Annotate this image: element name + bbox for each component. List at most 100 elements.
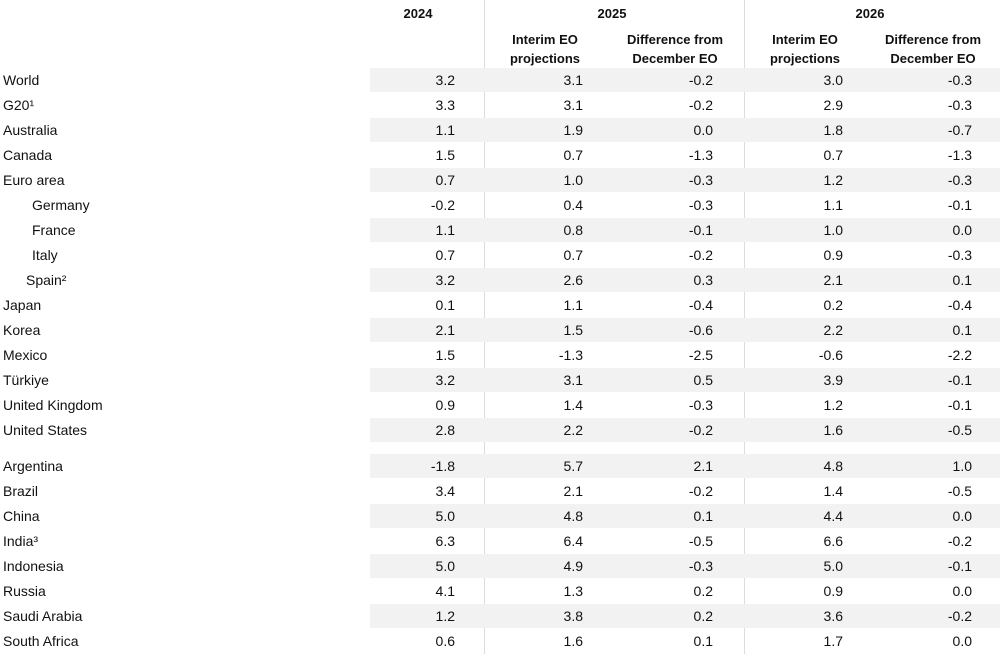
row-label: South Africa [3, 633, 79, 649]
row-label: Indonesia [3, 558, 64, 574]
value-cell: 1.3 [563, 583, 583, 599]
value-cell: 1.4 [823, 483, 843, 499]
row-shading [370, 504, 1000, 528]
value-cell: 3.2 [435, 272, 455, 288]
value-cell: -0.7 [947, 122, 972, 138]
value-cell: -0.2 [947, 533, 972, 549]
value-cell: 0.3 [693, 272, 713, 288]
row-label: G20¹ [3, 97, 35, 113]
value-cell: 1.6 [563, 633, 583, 649]
column-header: Difference from December EO [884, 32, 982, 66]
value-cell: 3.4 [435, 483, 455, 499]
year-header: 2025 [597, 6, 627, 21]
value-cell: -1.3 [688, 147, 713, 163]
row-shading [370, 268, 1000, 292]
value-cell: -0.5 [688, 533, 713, 549]
value-cell: 3.1 [563, 72, 583, 88]
value-cell: 0.6 [435, 633, 455, 649]
value-cell: 3.1 [563, 97, 583, 113]
row-shading [370, 554, 1000, 578]
value-cell: 5.0 [435, 508, 455, 524]
value-cell: 0.0 [693, 122, 713, 138]
value-cell: 1.5 [435, 147, 455, 163]
row-label: United Kingdom [3, 397, 103, 413]
row-label: Russia [3, 583, 46, 599]
value-cell: 1.0 [952, 458, 972, 474]
value-cell: 2.2 [823, 322, 843, 338]
row-label: India³ [3, 533, 39, 549]
value-cell: 4.1 [435, 583, 455, 599]
value-cell: -2.2 [947, 347, 972, 363]
value-cell: -0.3 [947, 97, 972, 113]
value-cell: -0.2 [430, 197, 455, 213]
value-cell: -1.8 [430, 458, 455, 474]
value-cell: -0.2 [947, 608, 972, 624]
value-cell: -0.2 [688, 72, 713, 88]
value-cell: 5.0 [823, 558, 843, 574]
row-shading [370, 418, 1000, 442]
value-cell: 4.8 [563, 508, 583, 524]
value-cell: -0.6 [818, 347, 843, 363]
value-cell: 0.1 [435, 297, 455, 313]
value-cell: 4.9 [563, 558, 583, 574]
value-cell: -1.3 [558, 347, 583, 363]
value-cell: -0.2 [688, 422, 713, 438]
value-cell: 2.1 [693, 458, 713, 474]
value-cell: 6.6 [823, 533, 843, 549]
value-cell: 1.7 [823, 633, 843, 649]
value-cell: -0.3 [947, 172, 972, 188]
value-cell: 0.7 [563, 147, 583, 163]
value-cell: -0.3 [688, 197, 713, 213]
value-cell: 3.3 [435, 97, 455, 113]
year-header: 2024 [403, 6, 433, 21]
value-cell: 1.9 [563, 122, 583, 138]
row-label: Japan [3, 297, 42, 313]
value-cell: -1.3 [947, 147, 972, 163]
value-cell: -0.1 [947, 558, 972, 574]
value-cell: 1.2 [823, 397, 843, 413]
value-cell: 1.6 [823, 422, 843, 438]
row-label: Mexico [3, 347, 48, 363]
value-cell: 1.0 [563, 172, 583, 188]
value-cell: 3.6 [823, 608, 843, 624]
value-cell: 2.6 [563, 272, 583, 288]
value-cell: -0.3 [688, 397, 713, 413]
value-cell: 6.3 [435, 533, 455, 549]
column-header: Interim EO projections [509, 32, 581, 66]
value-cell: 2.1 [563, 483, 583, 499]
value-cell: 0.1 [693, 633, 713, 649]
value-cell: 6.4 [563, 533, 583, 549]
column-header: Interim EO projections [769, 32, 841, 66]
value-cell: 0.0 [952, 583, 972, 599]
value-cell: -0.1 [947, 372, 972, 388]
value-cell: -0.4 [947, 297, 972, 313]
value-cell: -0.5 [947, 483, 972, 499]
value-cell: 1.1 [563, 297, 583, 313]
value-cell: 0.0 [952, 633, 972, 649]
value-cell: 1.1 [823, 197, 843, 213]
value-cell: 3.1 [563, 372, 583, 388]
value-cell: 0.5 [693, 372, 713, 388]
value-cell: 1.5 [435, 347, 455, 363]
value-cell: 1.2 [823, 172, 843, 188]
value-cell: 1.2 [435, 608, 455, 624]
value-cell: -0.2 [688, 247, 713, 263]
value-cell: 0.2 [693, 583, 713, 599]
value-cell: 2.2 [563, 422, 583, 438]
value-cell: 0.9 [823, 247, 843, 263]
column-header: Difference from December EO [626, 32, 724, 66]
value-cell: -0.3 [688, 558, 713, 574]
row-label: Italy [32, 247, 58, 263]
row-label: Argentina [3, 458, 63, 474]
value-cell: 3.8 [563, 608, 583, 624]
value-cell: 0.0 [952, 508, 972, 524]
value-cell: 0.7 [823, 147, 843, 163]
value-cell: 5.7 [563, 458, 583, 474]
value-cell: 3.2 [435, 72, 455, 88]
year-header: 2026 [855, 6, 885, 21]
value-cell: 2.8 [435, 422, 455, 438]
value-cell: 1.0 [823, 222, 843, 238]
value-cell: 2.1 [823, 272, 843, 288]
value-cell: -0.5 [947, 422, 972, 438]
